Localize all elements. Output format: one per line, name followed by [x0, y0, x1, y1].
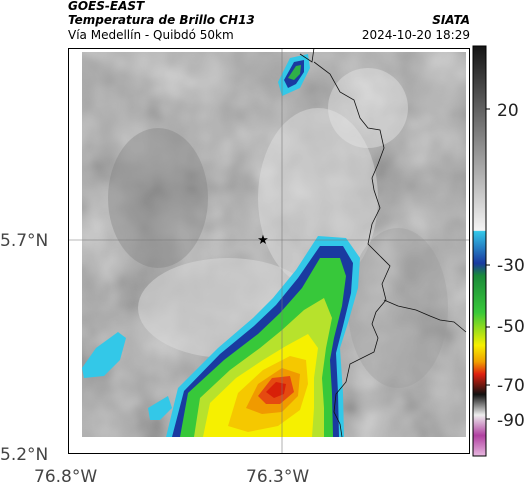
- storm-cloud-cold-tops: [166, 236, 360, 437]
- product-title: Temperatura de Brillo CH13: [68, 13, 255, 27]
- colorbar-tick-minus70: -70: [497, 376, 525, 396]
- satellite-map: ★: [68, 48, 470, 454]
- lon-label-76-8: 76.8°W: [34, 467, 98, 487]
- cold-cell-west: [82, 332, 126, 378]
- lon-label-76-3: 76.3°W: [246, 467, 310, 487]
- colorbar: [472, 45, 490, 457]
- route-label: Vía Medellín - Quibdó 50km: [68, 28, 234, 42]
- lat-label-5-7: 5.7°N: [0, 231, 49, 251]
- satellite-title: GOES-EAST: [68, 0, 145, 13]
- datetime-label: 2024-10-20 18:29: [361, 28, 470, 42]
- colorbar-tick-minus50: -50: [497, 317, 525, 337]
- colorbar-tick-20: 20: [497, 101, 519, 121]
- star-marker: ★: [257, 233, 269, 248]
- colorbar-tick-minus30: -30: [497, 256, 525, 276]
- agency-label: SIATA: [432, 13, 470, 27]
- lat-label-5-2: 5.2°N: [0, 445, 49, 465]
- department-border: [299, 48, 467, 438]
- colorbar-tick-minus90: -90: [497, 411, 525, 431]
